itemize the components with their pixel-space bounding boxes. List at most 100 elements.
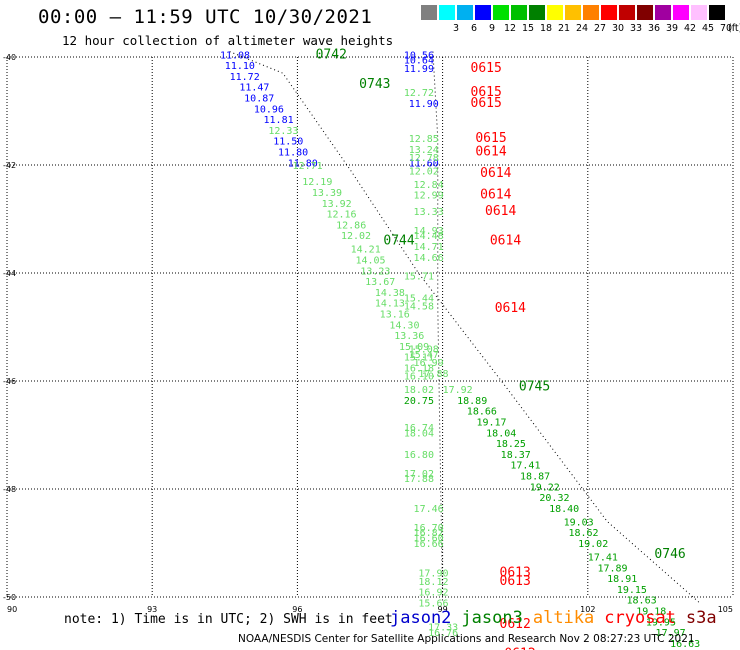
wave-height-value: 10.87 [244, 94, 274, 105]
satellite-legend-item: jason3 [461, 608, 523, 628]
scale-swatch [493, 5, 509, 20]
wave-height-value: 16.74 [404, 423, 434, 434]
pass-time-label: 0614 [480, 188, 511, 203]
scale-label: 15 [521, 23, 535, 34]
wave-height-value: 11.80 [278, 148, 308, 159]
wave-height-value: 10.64 [404, 56, 434, 67]
wave-height-value: 18.25 [496, 439, 526, 450]
scale-label: 39 [665, 23, 679, 34]
scale-label: 12 [503, 23, 517, 34]
wave-height-value: 13.92 [322, 199, 352, 210]
pass-time-label: 0742 [316, 47, 347, 62]
scale-swatch [475, 5, 491, 20]
map-title: 00:00 – 11:59 UTC 10/30/2021 [38, 6, 373, 28]
wave-height-value: 18.37 [501, 450, 531, 461]
wave-height-value: 17.97 [656, 628, 686, 639]
wave-height-value: 14.58 [404, 301, 434, 312]
footnote: note: 1) Time is in UTC; 2) SWH is in fe… [64, 612, 393, 627]
pass-time-label: 0615 [471, 85, 502, 100]
scale-swatch [421, 5, 437, 20]
wave-height-value: 12.02 [409, 166, 439, 177]
scale-swatch [709, 5, 725, 20]
scale-label: 27 [593, 23, 607, 34]
wave-height-value: 13.39 [312, 188, 342, 199]
pass-time-label: 0613 [500, 574, 531, 589]
pass-time-label: 0612 [500, 617, 531, 632]
wave-height-value: 19.18 [636, 607, 666, 618]
wave-height-value: 17.88 [418, 369, 448, 380]
scale-swatch [601, 5, 617, 20]
wave-height-value: 13.67 [365, 277, 395, 288]
wave-height-value: 17.02 [404, 469, 434, 480]
pass-time-label: 0614 [475, 145, 506, 160]
map-subtitle: 12 hour collection of altimeter wave hei… [62, 33, 394, 48]
wave-height-value: 16.60 [414, 534, 444, 545]
wave-height-value: 11.10 [225, 61, 255, 72]
wave-height-value: 12.99 [414, 191, 444, 202]
wave-height-value: 15.44 [404, 293, 434, 304]
wave-height-value: 12.72 [404, 88, 434, 99]
wave-height-value: 18.91 [607, 574, 637, 585]
wave-height-value: 19.95 [646, 617, 676, 628]
pass-time-label: 0745 [519, 379, 550, 394]
wave-height-value: 11.99 [404, 64, 434, 75]
wave-height-value: 11.60 [409, 158, 439, 169]
longitude-tick-label: 96 [292, 605, 302, 614]
wave-height-value: 14.66 [414, 253, 444, 264]
longitude-tick-label: 90 [7, 605, 17, 614]
wave-height-value: 18.62 [568, 528, 598, 539]
scale-label: 36 [647, 23, 661, 34]
wave-height-value: 13.36 [394, 331, 424, 342]
wave-height-value: 18.89 [457, 396, 487, 407]
wave-height-value: 16.70 [414, 523, 444, 534]
axis-tick-labels: -40 -42 -44 -46 -48 -50 90 93 96 99 102 105 [3, 53, 733, 614]
wave-height-value: 17.46 [414, 504, 444, 515]
pass-time-label: 0744 [383, 234, 414, 249]
pass-time-label: 0615 [471, 96, 502, 111]
wave-height-value: 12.71 [293, 161, 323, 172]
pass-time-label: 0613 [500, 566, 531, 581]
pass-time-label: 0614 [495, 301, 526, 316]
wave-height-value: 15.47 [409, 350, 439, 361]
wave-height-value: 16.99 [414, 358, 444, 369]
wave-height-value: 19.03 [564, 517, 594, 528]
wave-height-value: 14.30 [389, 320, 419, 331]
pass-time-label: 0614 [485, 204, 516, 219]
pass-time-label: 0743 [359, 77, 390, 92]
wave-height-value: 12.19 [302, 177, 332, 188]
wave-height-value: 11.80 [288, 158, 318, 169]
scale-label: 30 [611, 23, 625, 34]
latitude-tick-label: -42 [3, 161, 16, 170]
wave-height-value: 11.81 [264, 115, 294, 126]
satellite-legend: jason2 jason3 altika cryosat s3a [390, 608, 727, 628]
scale-label: 70 [719, 23, 733, 34]
wave-height-value: 19.15 [617, 585, 647, 596]
grid-lines [6, 56, 734, 598]
pass-time-label: 0746 [654, 547, 685, 562]
satellite-legend-item: cryosat [604, 608, 676, 628]
scale-swatch [547, 5, 563, 20]
wave-height-value: 16.80 [404, 450, 434, 461]
wave-height-value: 14.93 [414, 226, 444, 237]
wave-height-value: 16.92 [418, 588, 448, 599]
latitude-tick-label: -44 [3, 269, 16, 278]
latitude-tick-label: -50 [3, 593, 16, 602]
wave-height-value: 11.90 [409, 99, 439, 110]
wave-height-value: 16.63 [670, 639, 700, 650]
longitude-tick-label: 105 [718, 605, 733, 614]
longitude-tick-label: 93 [147, 605, 157, 614]
pass-time-label: 0615 [471, 61, 502, 76]
wave-height-value: 14.21 [351, 245, 381, 256]
wave-height-value: 15.71 [404, 272, 434, 283]
satellite-legend-item: s3a [685, 608, 717, 628]
wave-height-value: 13.24 [409, 145, 439, 156]
scale-swatch [655, 5, 671, 20]
wave-height-value: 11.08 [220, 50, 250, 61]
wave-height-value: 12.84 [414, 180, 444, 191]
wave-height-value: 11.47 [239, 83, 269, 94]
wave-height-value: 18.02 [404, 385, 434, 396]
wave-height-value: 19.17 [476, 418, 506, 429]
satellite-tracks [229, 51, 700, 603]
